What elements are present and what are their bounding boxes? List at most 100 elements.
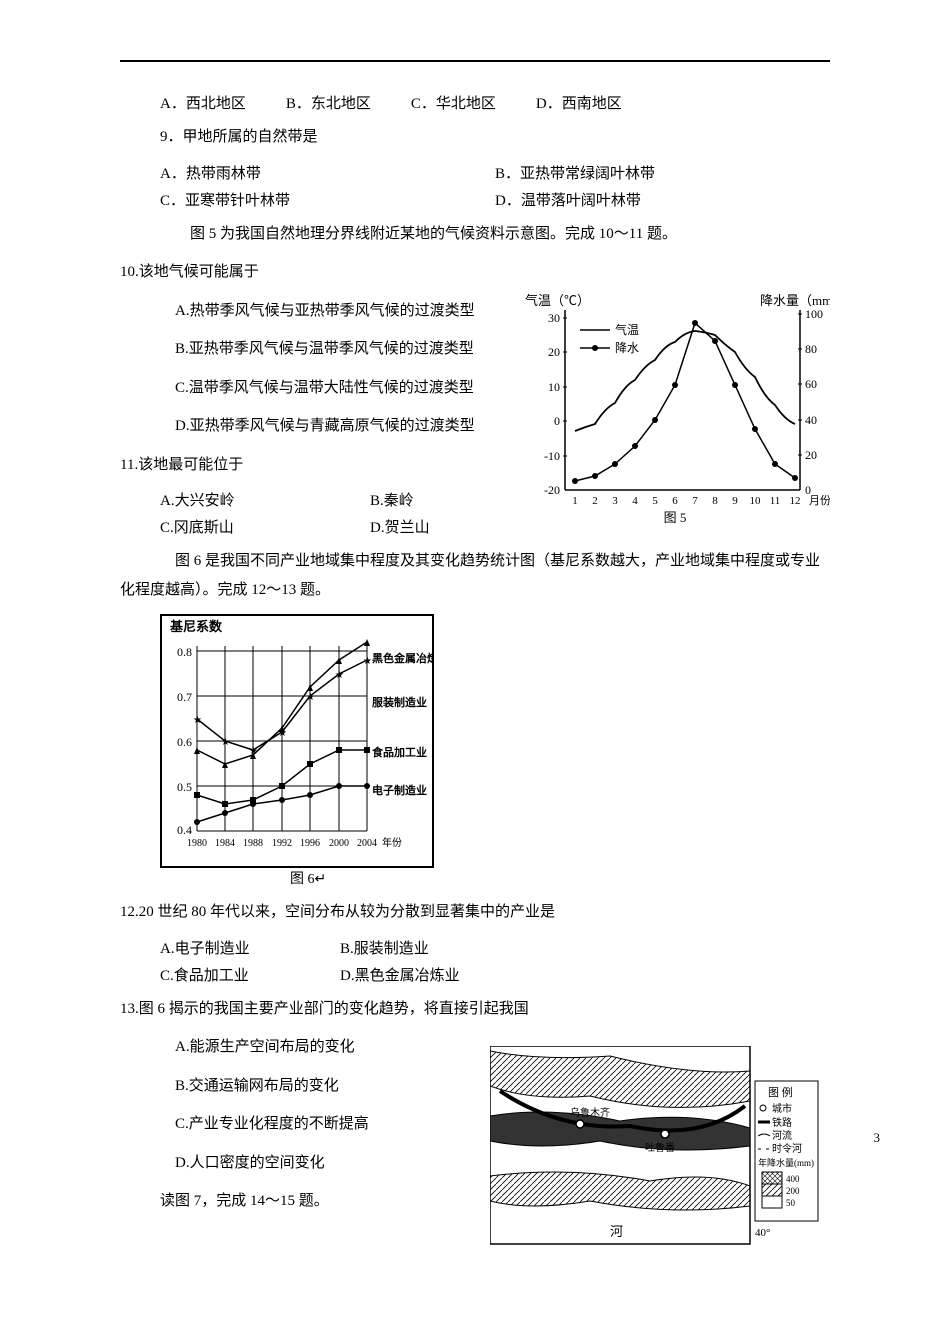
q9-options: A．热带雨林带 B．亚热带常绿阔叶林带 C．亚寒带针叶林带 D．温带落叶阔叶林带: [120, 162, 830, 210]
svg-text:6: 6: [672, 495, 678, 507]
q11-c: C.冈底斯山: [160, 516, 370, 537]
fig5-legend-precip: 降水: [615, 341, 639, 355]
precip-50: 50: [786, 1198, 796, 1208]
svg-text:1980: 1980: [187, 838, 207, 849]
svg-text:1992: 1992: [272, 838, 292, 849]
precip-curve: [572, 320, 798, 484]
svg-text:★: ★: [278, 728, 287, 739]
svg-text:10: 10: [548, 380, 560, 394]
gini-chart-svg: 基尼系数: [162, 616, 432, 866]
q12-stem: 12.20 世纪 80 年代以来，空间分布从较为分散到显著集中的产业是: [120, 898, 830, 927]
svg-text:60: 60: [805, 377, 817, 391]
svg-text:10: 10: [750, 495, 762, 507]
svg-text:30: 30: [548, 311, 560, 325]
opt-a: A．西北地区: [160, 92, 246, 113]
fig5-months-label: 月份: [809, 494, 830, 507]
fig6-ylabel: 基尼系数: [169, 619, 223, 634]
svg-text:20: 20: [548, 345, 560, 359]
fig5-left-ticks: 30 20 10 0 -10 -20: [544, 311, 567, 497]
legend-precip: 年降水量(mm): [758, 1157, 814, 1168]
precip-400: 400: [786, 1174, 800, 1184]
svg-text:1996: 1996: [300, 838, 320, 849]
q12-options: A.电子制造业 B.服装制造业 C.食品加工业 D.黑色金属冶炼业: [120, 937, 830, 985]
city-turpan: 吐鲁番: [645, 1141, 675, 1154]
fig5-label: 图 5: [664, 510, 687, 525]
precip-200: 200: [786, 1186, 800, 1196]
climate-chart-svg: 气温（℃） 降水量（mm） 30 20 10 0 -10 -20 100 80 …: [520, 290, 830, 530]
fig5-right-title: 降水量（mm）: [760, 293, 830, 308]
lat-40: 40°: [755, 1227, 770, 1239]
svg-text:★: ★: [221, 737, 230, 748]
fig6-xlabel: 年份: [382, 836, 402, 849]
q12-a: A.电子制造业: [160, 937, 340, 958]
top-rule: [120, 60, 830, 62]
svg-text:★: ★: [363, 656, 372, 667]
series-electronics: 电子制造业: [372, 783, 427, 797]
svg-text:1: 1: [572, 495, 578, 507]
legend-title: 图 例: [768, 1085, 793, 1099]
svg-text:★: ★: [249, 746, 258, 757]
fig6-label: 图 6↵: [160, 868, 830, 888]
svg-text:1988: 1988: [243, 838, 263, 849]
q9-b: B．亚热带常绿阔叶林带: [495, 162, 830, 183]
series-clothing: 服装制造业: [372, 695, 427, 709]
q12-b: B.服装制造业: [340, 937, 520, 958]
opt-b: B．东北地区: [286, 92, 371, 113]
temp-curve: [575, 331, 795, 431]
svg-text:★: ★: [335, 670, 344, 681]
legend-river: 河流: [772, 1129, 792, 1142]
fig5-xticks: 123 456 789 101112 月份: [572, 494, 830, 507]
svg-text:11: 11: [770, 495, 781, 507]
page-number: 3: [874, 1130, 881, 1146]
fig5-right-ticks: 100 80 60 40 20 0: [798, 307, 823, 497]
svg-text:9: 9: [732, 495, 738, 507]
options-prior: A．西北地区 B．东北地区 C．华北地区 D．西南地区: [120, 92, 830, 113]
legend-railway: 铁路: [772, 1116, 792, 1129]
svg-text:0.6: 0.6: [177, 735, 192, 749]
svg-text:20: 20: [805, 448, 817, 462]
legend-seasonal: 时令河: [772, 1142, 802, 1155]
q12-c: C.食品加工业: [160, 964, 340, 985]
svg-text:2: 2: [592, 495, 598, 507]
fig5-legend-temp: 气温: [615, 322, 639, 337]
svg-text:5: 5: [652, 495, 658, 507]
svg-text:8: 8: [712, 495, 718, 507]
q11-a: A.大兴安岭: [160, 489, 370, 510]
series-food: 食品加工业: [372, 745, 427, 759]
q13-stem: 13.图 6 揭示的我国主要产业部门的变化趋势，将直接引起我国: [120, 995, 830, 1024]
q12-d: D.黑色金属冶炼业: [340, 964, 520, 985]
svg-text:-10: -10: [544, 449, 560, 463]
q9-a: A．热带雨林带: [160, 162, 495, 183]
svg-text:-20: -20: [544, 483, 560, 497]
svg-text:100: 100: [805, 307, 823, 321]
svg-text:4: 4: [632, 495, 638, 507]
opt-c: C．华北地区: [411, 92, 496, 113]
svg-text:0.7: 0.7: [177, 690, 192, 704]
figure-6: 基尼系数: [120, 614, 830, 888]
svg-text:★: ★: [306, 692, 315, 703]
q9-d: D．温带落叶阔叶林带: [495, 189, 830, 210]
series-black-metal: 黑色金属冶炼业: [372, 651, 432, 665]
svg-text:7: 7: [692, 495, 698, 507]
passage-10-11: 图 5 为我国自然地理分界线附近某地的气候资料示意图。完成 10～11 题。: [120, 220, 830, 249]
svg-text:0: 0: [554, 414, 560, 428]
svg-text:2004: 2004: [357, 838, 377, 849]
svg-text:0.4: 0.4: [177, 823, 192, 837]
svg-text:12: 12: [790, 495, 801, 507]
q10-stem: 10.该地气候可能属于: [120, 258, 830, 287]
svg-text:0.8: 0.8: [177, 645, 192, 659]
svg-text:0.5: 0.5: [177, 780, 192, 794]
svg-text:2000: 2000: [329, 838, 349, 849]
opt-d: D．西南地区: [536, 92, 622, 113]
q9-stem: 9．甲地所属的自然带是: [120, 123, 830, 152]
svg-text:80: 80: [805, 342, 817, 356]
svg-text:40: 40: [805, 413, 817, 427]
svg-text:3: 3: [612, 495, 618, 507]
figure-5-chart: 气温（℃） 降水量（mm） 30 20 10 0 -10 -20 100 80 …: [520, 290, 830, 530]
q9-c: C．亚寒带针叶林带: [160, 189, 495, 210]
city-urumqi: 乌鲁木齐: [570, 1106, 610, 1119]
page: A．西北地区 B．东北地区 C．华北地区 D．西南地区 9．甲地所属的自然带是 …: [0, 0, 950, 1286]
svg-text:1984: 1984: [215, 838, 235, 849]
passage-12-13: 图 6 是我国不同产业地域集中程度及其变化趋势统计图（基尼系数越大，产业地域集中…: [120, 547, 830, 604]
legend-city: 城市: [772, 1102, 792, 1115]
